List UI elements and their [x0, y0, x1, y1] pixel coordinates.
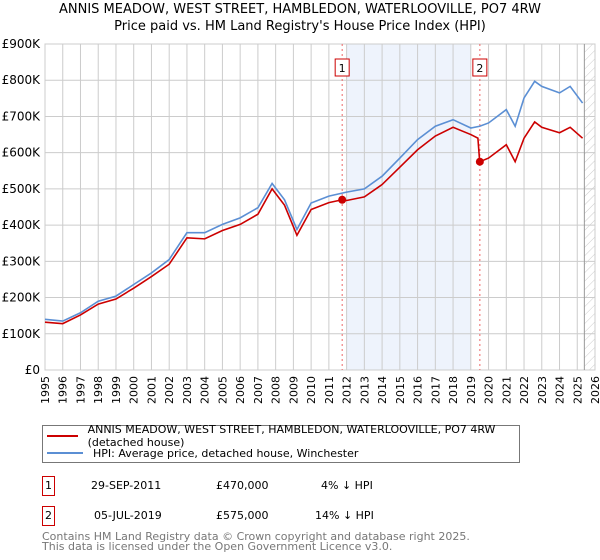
x-tick-label: 2008	[270, 376, 283, 404]
transaction-date: 29-SEP-2011	[91, 479, 162, 492]
y-tick-label: £500K	[2, 182, 42, 196]
x-tick-label: 2021	[500, 376, 513, 404]
y-tick-label: £200K	[2, 291, 42, 305]
y-tick-label: £600K	[2, 146, 42, 160]
y-tick-label: £800K	[2, 73, 42, 87]
x-tick-label: 2010	[305, 376, 318, 404]
x-tick-label: 2020	[483, 376, 496, 404]
transaction-marker: 2	[42, 506, 55, 526]
sale-point	[475, 157, 484, 166]
transaction-row: 2 05-JUL-2019 £575,000 14% ↓ HPI	[42, 506, 442, 526]
transaction-row: 1 29-SEP-2011 £470,000 4% ↓ HPI	[42, 476, 442, 496]
x-tick-label: 2025	[571, 376, 584, 404]
sale-marker-box	[334, 58, 350, 77]
legend-item-hpi: HPI: Average price, detached house, Winc…	[47, 445, 358, 461]
footer-copyright: Contains HM Land Registry data © Crown c…	[42, 530, 470, 543]
x-tick-label: 2009	[287, 376, 300, 404]
x-tick-label: 2003	[181, 376, 194, 404]
legend-label-hpi: HPI: Average price, detached house, Winc…	[93, 446, 359, 460]
x-tick-label: 2012	[341, 376, 354, 404]
x-tick-label: 2002	[163, 376, 176, 404]
transaction-diff: 4% ↓ HPI	[321, 479, 373, 492]
x-tick-label: 2015	[394, 376, 407, 404]
chart-title: ANNIS MEADOW, WEST STREET, HAMBLEDON, WA…	[58, 2, 541, 17]
x-tick-label: 2016	[412, 376, 425, 404]
x-tick-label: 1997	[74, 376, 87, 404]
legend-swatch-hpi	[47, 452, 83, 454]
transaction-marker: 1	[42, 476, 55, 496]
x-tick-label: 2004	[199, 376, 212, 404]
x-tick-label: 2000	[128, 376, 141, 404]
x-tick-label: 2024	[554, 376, 567, 404]
x-tick-label: 2011	[323, 376, 336, 404]
sale-marker-label: 2	[476, 62, 483, 75]
y-tick-label: £400K	[2, 218, 42, 232]
legend-swatch-price	[47, 435, 78, 437]
plot-border	[44, 43, 596, 371]
series-line-price	[44, 120, 584, 325]
y-tick-label: £300K	[2, 254, 42, 268]
legend-item-price: ANNIS MEADOW, WEST STREET, HAMBLEDON, WA…	[47, 423, 519, 449]
x-tick-label: 2026	[589, 376, 600, 404]
transaction-price: £470,000	[216, 479, 269, 492]
legend-label-price: ANNIS MEADOW, WEST STREET, HAMBLEDON, WA…	[87, 423, 496, 449]
footer-licence: This data is licensed under the Open Gov…	[42, 540, 393, 553]
x-tick-label: 2019	[465, 376, 478, 404]
x-tick-label: 2006	[234, 376, 247, 404]
x-tick-label: 2007	[252, 376, 265, 404]
transaction-date: 05-JUL-2019	[94, 509, 162, 522]
future-hatched-area	[584, 44, 595, 370]
legend: ANNIS MEADOW, WEST STREET, HAMBLEDON, WA…	[42, 423, 520, 463]
x-tick-label: 1998	[92, 376, 105, 404]
sale-point	[338, 195, 347, 204]
transaction-diff: 14% ↓ HPI	[315, 509, 374, 522]
x-tick-label: 2001	[145, 376, 158, 404]
y-tick-label: £100K	[2, 327, 42, 341]
y-tick-label: £700K	[2, 109, 42, 123]
x-tick-label: 2005	[216, 376, 229, 404]
chart-subtitle: Price paid vs. HM Land Registry's House …	[114, 19, 486, 34]
x-tick-label: 1999	[110, 376, 123, 404]
x-tick-label: 2018	[447, 376, 460, 404]
series-line-hpi	[44, 80, 584, 322]
transaction-price: £575,000	[216, 509, 269, 522]
y-tick-label: £900K	[2, 37, 42, 51]
x-tick-label: 1996	[57, 376, 70, 404]
x-tick-label: 2023	[536, 376, 549, 404]
shaded-period	[346, 44, 471, 370]
price-chart: 1995 1996 1997 1998 1999 2000 2001 2002 2003 2004…	[2, 37, 600, 404]
x-tick-label: 2014	[376, 376, 389, 404]
x-tick-label: 2022	[518, 376, 531, 404]
footer: Contains HM Land Registry data © Crown c…	[42, 530, 470, 553]
y-tick-label: £0	[25, 363, 40, 377]
x-tick-label: 2013	[358, 376, 371, 404]
sale-marker-label: 1	[339, 62, 346, 75]
x-tick-label: 1995	[39, 376, 52, 404]
x-tick-label: 2017	[429, 376, 442, 404]
sale-marker-box	[472, 58, 488, 77]
